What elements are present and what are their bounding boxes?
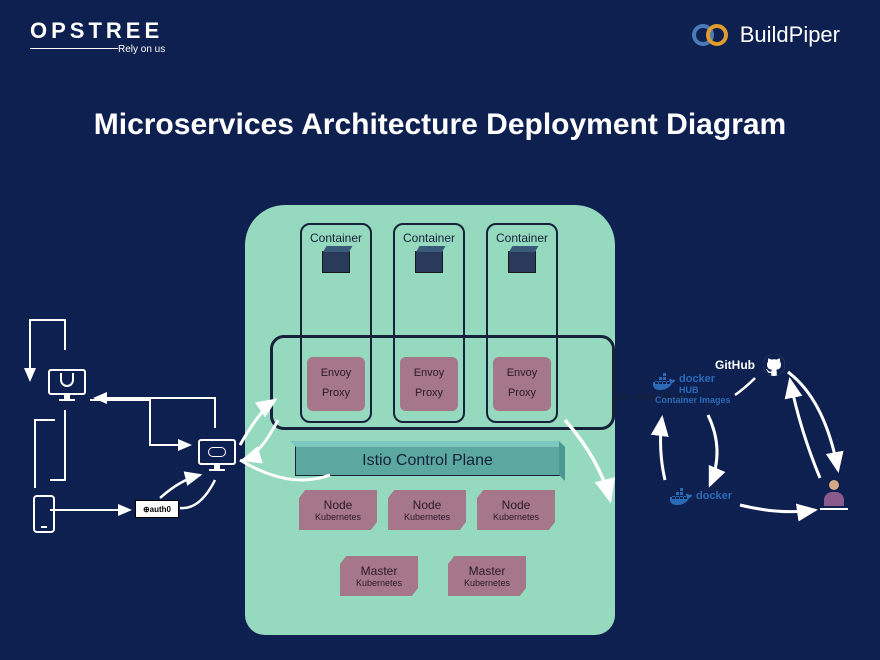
- opstree-logo-bar: [30, 48, 118, 49]
- docker-label: docker: [696, 490, 732, 502]
- buildpiper-text: BuildPiper: [740, 22, 840, 48]
- istio-data-plane-box: [270, 335, 615, 430]
- kubernetes-label: Kubernetes: [464, 578, 510, 588]
- container-label: Container: [488, 231, 556, 245]
- container-label: Container: [302, 231, 370, 245]
- kubernetes-label: Kubernetes: [315, 512, 361, 522]
- github-label: GitHub: [715, 358, 755, 372]
- cloud-gateway-icon: [195, 430, 239, 474]
- node-label: Node: [413, 498, 442, 512]
- master-label: Master: [361, 564, 398, 578]
- container-icon: [508, 251, 536, 273]
- kube-master-2: Master Kubernetes: [448, 556, 526, 596]
- kube-master-1: Master Kubernetes: [340, 556, 418, 596]
- istio-control-plane: Istio Control Plane: [295, 446, 560, 476]
- mobile-client-icon: [22, 492, 66, 536]
- auth0-box: ⊕auth0: [135, 500, 179, 518]
- kubernetes-label: Kubernetes: [493, 512, 539, 522]
- config-tool-icon: [45, 360, 89, 404]
- buildpiper-logo: BuildPiper: [692, 22, 840, 48]
- kubernetes-label: Kubernetes: [356, 578, 402, 588]
- diagram-title: Microservices Architecture Deployment Di…: [0, 108, 880, 142]
- docker-hub-sublabel: HUB: [679, 385, 755, 395]
- docker-hub-desc: Container Images: [655, 395, 731, 405]
- kube-node-2: Node Kubernetes: [388, 490, 466, 530]
- node-label: Node: [324, 498, 353, 512]
- docker-hub-label: docker: [679, 373, 755, 385]
- node-label: Node: [502, 498, 531, 512]
- docker-block: docker: [672, 488, 708, 500]
- github-icon: [763, 354, 785, 376]
- opstree-tagline: Rely on us: [118, 44, 165, 55]
- kubernetes-label: Kubernetes: [404, 512, 450, 522]
- master-label: Master: [469, 564, 506, 578]
- kube-node-3: Node Kubernetes: [477, 490, 555, 530]
- developer-icon: [820, 480, 848, 514]
- buildpiper-icon: [692, 24, 732, 46]
- container-icon: [415, 251, 443, 273]
- docker-hub-block: docker HUB Container Images: [655, 373, 731, 405]
- kube-node-1: Node Kubernetes: [299, 490, 377, 530]
- container-label: Container: [395, 231, 463, 245]
- opstree-logo: OPSTREE: [30, 18, 163, 44]
- container-icon: [322, 251, 350, 273]
